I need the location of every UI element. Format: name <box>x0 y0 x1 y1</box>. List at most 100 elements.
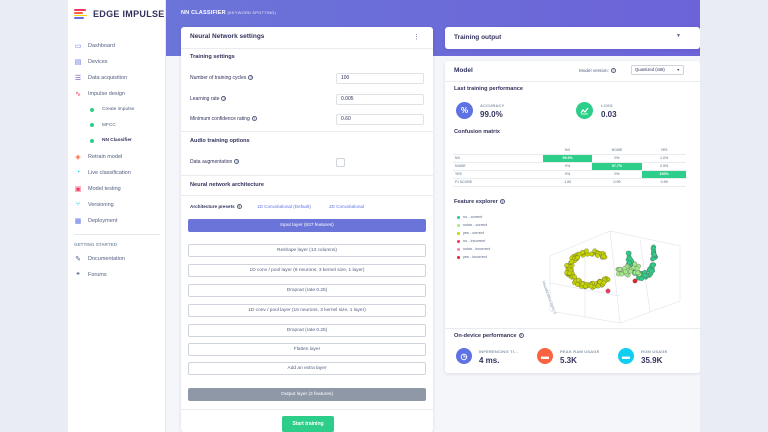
divider <box>445 81 700 82</box>
brand-name: EDGE IMPULSE <box>93 9 165 19</box>
scatter-point <box>580 249 585 255</box>
scatter-point <box>617 266 623 272</box>
memory-icon: ▬ <box>537 348 553 364</box>
start-training-button[interactable]: Start training <box>282 416 334 432</box>
retrain-icon: ◈ <box>75 153 81 161</box>
input-layer[interactable]: Input layer (637 features) <box>188 219 426 232</box>
sidebar-subitem-mfcc[interactable]: MFCC <box>68 118 166 134</box>
confidence-input[interactable]: 0.60 <box>336 114 424 125</box>
flatten-layer[interactable]: Flatten layer <box>188 343 426 356</box>
sidebar-subitem-nn-classifier[interactable]: NN Classifier <box>68 133 166 149</box>
accuracy-label: ACCURACY <box>480 103 505 108</box>
scatter-point <box>595 283 601 289</box>
legend-item[interactable]: no - correct <box>457 215 482 219</box>
scatter-point <box>588 283 594 289</box>
sidebar-subitem-create-impulse[interactable]: Create impulse <box>68 102 166 118</box>
scatter-point <box>635 270 641 276</box>
devices-icon: ▤ <box>74 59 82 66</box>
conv1d-layer-1[interactable]: 1D conv / pool layer (8 neurons, 3 kerne… <box>188 264 426 277</box>
logo-icon <box>74 9 88 19</box>
rom-label: ROM USAGE <box>641 349 668 354</box>
sidebar-item-data-acquisition[interactable]: ☰ Data acquisition <box>74 75 128 82</box>
nn-settings-card: Neural Network settings ⋮ Training setti… <box>181 27 433 432</box>
sidebar-item-live-classification[interactable]: ◔ Live classification <box>75 169 131 176</box>
axis-label: Visualization layer 3 <box>541 280 558 316</box>
sidebar-item-versioning[interactable]: ⑂ Versioning <box>75 201 114 208</box>
scatter-point <box>639 276 645 282</box>
help-icon[interactable]: ? <box>499 199 505 205</box>
rom-value: 35.9K <box>641 356 663 365</box>
learning-rate-input[interactable]: 0.005 <box>336 94 424 105</box>
page-subtitle: (KEYWORD SPOTTING) <box>227 10 277 15</box>
sidebar-divider <box>74 233 160 235</box>
help-icon[interactable]: ? <box>251 116 257 122</box>
legend-item[interactable]: no - incorrect <box>457 239 485 243</box>
sidebar-section-title: GETTING STARTED <box>74 241 118 247</box>
sidebar: EDGE IMPULSE ▭ Dashboard ▤ Devices ☰ Dat… <box>68 0 166 432</box>
sidebar-item-dashboard[interactable]: ▭ Dashboard <box>74 43 115 50</box>
add-layer-button[interactable]: Add an extra layer <box>188 362 426 375</box>
status-dot-icon <box>90 138 94 143</box>
scatter-point <box>572 274 577 280</box>
preset-2d-link[interactable]: 2D Convolutional <box>329 204 364 209</box>
deploy-icon: ▦ <box>74 217 82 225</box>
nn-settings-title: Neural Network settings <box>190 33 265 40</box>
scatter-point <box>632 278 638 284</box>
legend-item[interactable]: noise - incorrect <box>457 247 490 251</box>
percent-icon: % <box>456 102 473 119</box>
help-icon[interactable]: ? <box>234 159 240 165</box>
output-layer[interactable]: Output layer (3 features) <box>188 388 426 401</box>
chart-icon <box>576 102 593 119</box>
help-icon[interactable]: ? <box>236 204 242 210</box>
scatter-points <box>564 244 658 294</box>
sidebar-item-devices[interactable]: ▤ Devices <box>74 59 108 66</box>
sidebar-item-impulse-design[interactable]: ∿ Impulse design <box>75 91 125 98</box>
sidebar-item-model-testing[interactable]: ▣ Model testing <box>74 185 121 193</box>
legend-item[interactable]: noise - correct <box>457 223 487 227</box>
dropout-layer-1[interactable]: Dropout (rate 0.25) <box>188 284 426 297</box>
scatter-point <box>601 280 607 286</box>
more-menu-icon[interactable]: ⋮ <box>413 34 420 41</box>
model-card: Model Model version:? Quantized (int8) ▼ … <box>445 61 700 373</box>
sidebar-item-documentation[interactable]: ✎ Documentation <box>75 255 125 263</box>
brand-logo[interactable]: EDGE IMPULSE <box>74 9 165 19</box>
model-title: Model <box>454 67 473 74</box>
feature-explorer-plot[interactable]: Visualization layer 3 <box>530 211 690 326</box>
legend-item[interactable]: yes - correct <box>457 231 484 235</box>
conv1d-layer-2[interactable]: 1D conv / pool layer (16 neurons, 3 kern… <box>188 304 426 317</box>
loss-chart-glyph <box>580 107 589 114</box>
divider <box>181 175 433 176</box>
training-output-card[interactable]: Training output ▼ <box>445 27 700 49</box>
help-icon[interactable]: ? <box>610 68 616 74</box>
scatter-point <box>642 273 648 278</box>
legend-item[interactable]: yes - incorrect <box>457 255 487 259</box>
help-icon[interactable]: ? <box>221 96 227 102</box>
divider <box>181 195 433 196</box>
augment-checkbox[interactable] <box>336 158 345 167</box>
scatter-point <box>569 259 575 265</box>
model-version-select[interactable]: Quantized (int8) ▼ <box>631 65 684 75</box>
sidebar-item-forums[interactable]: ❝ Forums <box>68 267 166 283</box>
status-dot-icon <box>90 123 94 128</box>
scatter-point <box>564 262 570 268</box>
last-training-title: Last training performance <box>454 86 524 92</box>
dropout-layer-2[interactable]: Dropout (rate 0.25) <box>188 324 426 337</box>
scatter-point <box>601 254 607 259</box>
scatter-point <box>584 248 589 254</box>
scatter-point <box>575 277 581 283</box>
sidebar-nav: ▭ Dashboard ▤ Devices ☰ Data acquisition… <box>68 38 166 283</box>
caret-down-icon[interactable]: ▼ <box>676 33 681 39</box>
divider <box>181 409 433 410</box>
preset-1d-link[interactable]: 1D Convolutional (Default) <box>257 204 311 209</box>
sidebar-item-retrain-model[interactable]: ◈ Retrain model <box>75 153 123 161</box>
versioning-icon: ⑂ <box>75 201 81 208</box>
testing-icon: ▣ <box>74 185 82 193</box>
scatter-point <box>605 288 611 294</box>
help-icon[interactable]: ? <box>248 75 254 81</box>
sidebar-item-deployment[interactable]: ▦ Deployment <box>74 217 118 225</box>
database-icon: ☰ <box>74 75 82 82</box>
training-cycles-input[interactable]: 100 <box>336 73 424 84</box>
help-icon[interactable]: ? <box>518 333 524 339</box>
reshape-layer[interactable]: Reshape layer (13 columns) <box>188 244 426 257</box>
on-device-title: On-device performance? <box>454 333 524 339</box>
